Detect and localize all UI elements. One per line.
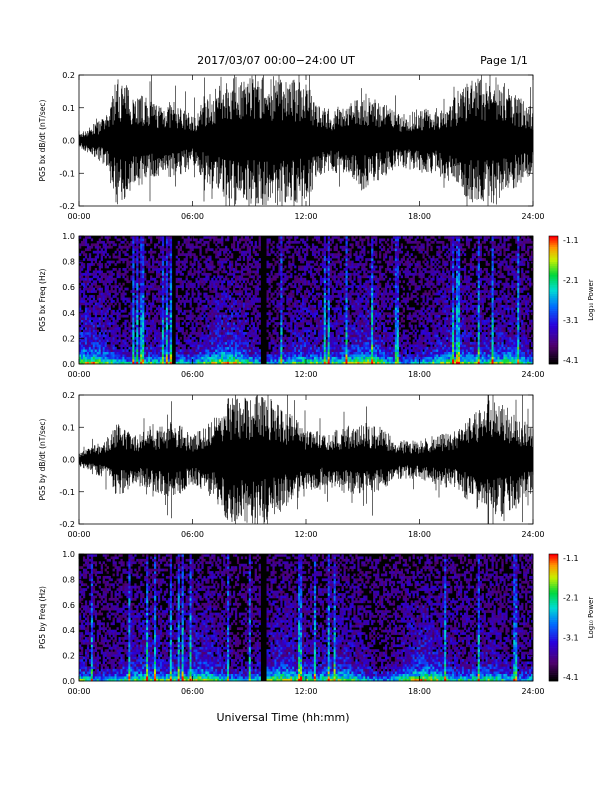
y-axis-label: PG5 bx Freq (Hz) xyxy=(38,268,47,331)
colorbar-tick-label: -4.1 xyxy=(563,356,579,365)
y-tick-label: 0.0 xyxy=(62,137,75,146)
colorbar: -1.1 -2.1 -3.1 -4.1 Log₁₀ Power xyxy=(548,235,595,365)
spectrogram-cells xyxy=(79,236,534,365)
panel-1: 0.2 0.1 0.0 -0.1 -0.200:00 06:00 12:00 18:00 24:… xyxy=(38,71,545,221)
y-tick-label: -0.2 xyxy=(59,202,75,211)
colorbar-tick-label: -1.1 xyxy=(563,236,579,245)
x-tick-label: 00:00 xyxy=(67,212,90,221)
y-tick-label: -0.2 xyxy=(59,520,75,529)
y-tick-label: 1.0 xyxy=(62,550,75,559)
colorbar-label: Log₁₀ Power xyxy=(587,597,595,639)
colorbar-tick-label: -3.1 xyxy=(563,633,579,642)
y-tick-label: 0.8 xyxy=(62,258,75,267)
x-tick-label: 12:00 xyxy=(294,212,317,221)
x-tick-label: 18:00 xyxy=(408,687,431,696)
panel-4: -1.1 -2.1 -3.1 -4.1 Log₁₀ Power 1.0 0.8 0.6 0.4 0… xyxy=(38,550,595,696)
x-tick-label: 06:00 xyxy=(181,212,204,221)
y-tick-label: 0.0 xyxy=(62,360,75,369)
x-tick-label: 12:00 xyxy=(294,530,317,539)
y-tick-label: 0.2 xyxy=(62,652,75,661)
y-tick-label: -0.1 xyxy=(59,488,75,497)
x-tick-label: 24:00 xyxy=(521,530,544,539)
colorbar-label: Log₁₀ Power xyxy=(587,279,595,321)
x-tick-label: 00:00 xyxy=(67,530,90,539)
x-axis-label: Universal Time (hh:mm) xyxy=(217,711,350,724)
plot-title: 2017/03/07 00:00−24:00 UT xyxy=(197,54,355,67)
y-axis-label: PG5 bx dB/dt (nT/sec) xyxy=(38,99,47,181)
y-tick-label: 0.8 xyxy=(62,575,75,584)
y-tick-label: 0.1 xyxy=(62,423,75,432)
y-tick-label: 1.0 xyxy=(62,232,75,241)
x-tick-label: 00:00 xyxy=(67,687,90,696)
colorbar-tick-label: -1.1 xyxy=(563,554,579,563)
x-tick-label: 18:00 xyxy=(408,370,431,379)
y-tick-label: 0.6 xyxy=(62,283,75,292)
x-tick-label: 06:00 xyxy=(181,370,204,379)
x-tick-label: 12:00 xyxy=(294,370,317,379)
y-tick-label: 0.1 xyxy=(62,104,75,113)
x-tick-label: 24:00 xyxy=(521,370,544,379)
x-tick-label: 18:00 xyxy=(408,212,431,221)
y-tick-label: 0.2 xyxy=(62,71,75,80)
x-tick-label: 06:00 xyxy=(181,530,204,539)
colorbar-frame xyxy=(548,235,559,365)
colorbar-tick-label: -2.1 xyxy=(563,276,579,285)
colorbar-tick-label: -3.1 xyxy=(563,316,579,325)
y-tick-label: 0.6 xyxy=(62,601,75,610)
x-tick-label: 06:00 xyxy=(181,687,204,696)
colorbar-tick-label: -4.1 xyxy=(563,673,579,682)
y-tick-label: 0.0 xyxy=(62,677,75,686)
y-axis-label: PG5 by dB/dt (nT/sec) xyxy=(38,418,47,500)
x-tick-label: 24:00 xyxy=(521,687,544,696)
y-axis-label: PG5 by Freq (Hz) xyxy=(38,586,47,649)
signal-trace xyxy=(78,395,534,524)
panel-3: 0.2 0.1 0.0 -0.1 -0.200:00 06:00 12:00 18:00 24:… xyxy=(38,391,545,539)
signal-trace xyxy=(78,75,534,206)
y-tick-label: 0.2 xyxy=(62,391,75,400)
spectrogram-cells xyxy=(79,554,534,682)
y-tick-label: 0.2 xyxy=(62,334,75,343)
page-indicator: Page 1/1 xyxy=(480,54,528,67)
y-tick-label: 0.4 xyxy=(62,309,75,318)
x-tick-label: 24:00 xyxy=(521,212,544,221)
y-tick-label: -0.1 xyxy=(59,169,75,178)
colorbar-tick-label: -2.1 xyxy=(563,594,579,603)
x-tick-label: 00:00 xyxy=(67,370,90,379)
x-tick-label: 12:00 xyxy=(294,687,317,696)
y-tick-label: 0.0 xyxy=(62,456,75,465)
y-tick-label: 0.4 xyxy=(62,626,75,635)
panels: 0.20.10.0-0.1-0.200:00 06:00 12:00 18:00 24:… xyxy=(38,71,595,696)
colorbar: -1.1 -2.1 -3.1 -4.1 Log₁₀ Power xyxy=(548,553,595,682)
panel-2: -1.1 -2.1 -3.1 -4.1 Log₁₀ Power 1.0 0.8 0.6 0.4 0… xyxy=(38,232,595,379)
x-tick-label: 18:00 xyxy=(408,530,431,539)
colorbar-frame xyxy=(548,553,559,682)
